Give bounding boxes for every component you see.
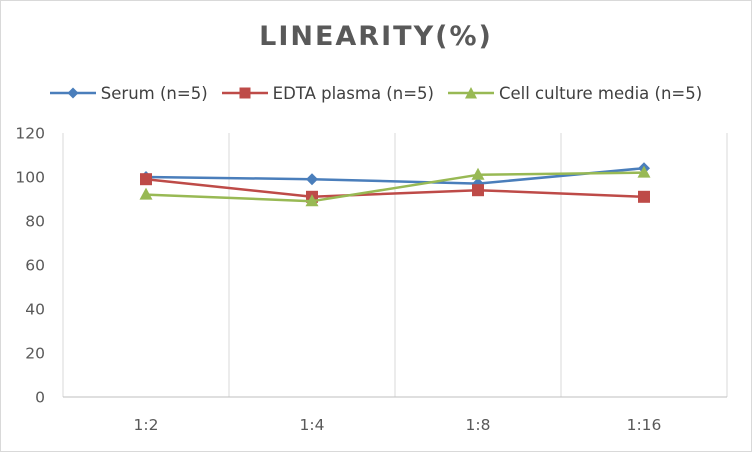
y-tick-label: 40 [25,301,45,319]
legend-label-serum: Serum (n=5) [100,83,208,103]
legend-item-edta-plasma: EDTA plasma (n=5) [221,83,434,103]
data-point-square [472,184,484,197]
data-point-diamond [306,173,318,186]
legend-label-cell-culture-media: Cell culture media (n=5) [498,83,703,103]
y-tick-label: 100 [15,169,45,187]
legend-item-cell-culture-media: Cell culture media (n=5) [447,83,703,103]
legend-key-serum [49,87,96,99]
legend-item-serum: Serum (n=5) [49,83,208,103]
data-point-square [140,173,152,186]
legend-key-edta-plasma [221,87,268,99]
data-point-triangle [471,167,485,180]
chart-title: LINEARITY(%) [259,21,493,52]
x-tick-label: 1:2 [134,416,159,434]
x-tick-label: 1:8 [466,416,491,434]
x-tick-label: 1:4 [300,416,325,434]
data-point-triangle [139,187,153,200]
data-point-square [638,190,650,203]
y-tick-label: 120 [15,125,45,143]
series-line-0 [145,166,645,185]
legend-key-cell-culture-media [447,87,494,99]
y-tick-label: 60 [25,257,45,275]
y-tick-label: 0 [35,389,45,407]
series-line-1 [145,177,645,199]
legend-label-edta-plasma: EDTA plasma (n=5) [272,83,434,103]
chart-legend: Serum (n=5) EDTA plasma (n=5) Cell cultu… [1,81,751,105]
data-point-triangle [637,165,651,178]
x-tick-label: 1:16 [627,416,662,434]
y-tick-label: 80 [25,213,45,231]
y-tick-label: 20 [25,345,45,363]
data-point-triangle [305,194,319,207]
series-line-2 [145,171,645,203]
